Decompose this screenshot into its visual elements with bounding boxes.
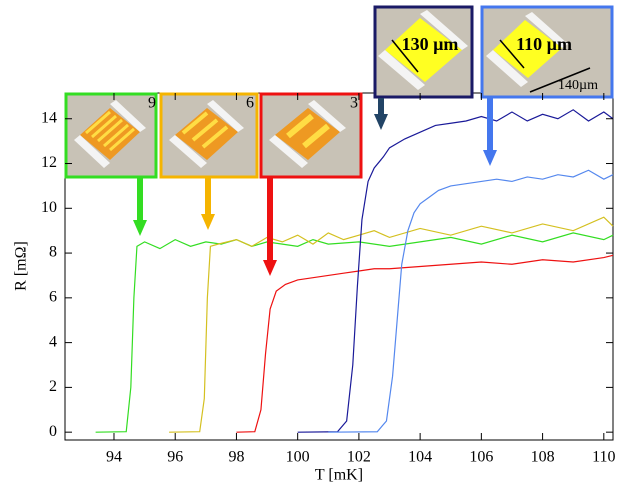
inset-label: 3 bbox=[350, 95, 358, 112]
series-line bbox=[169, 216, 614, 433]
annotation: 140µm bbox=[558, 78, 598, 93]
series-line bbox=[328, 169, 614, 433]
inset-6 bbox=[159, 92, 259, 179]
x-tick-label: 108 bbox=[531, 449, 555, 466]
y-tick-label: 0 bbox=[49, 423, 57, 440]
x-tick-label: 104 bbox=[408, 449, 432, 466]
inset-label: 6 bbox=[246, 95, 254, 112]
x-axis-label: T [mK] bbox=[315, 467, 363, 484]
arrows bbox=[133, 98, 497, 276]
x-tick-label: 96 bbox=[167, 449, 183, 466]
x-tick-label: 110 bbox=[592, 449, 615, 466]
inset-110 bbox=[480, 5, 614, 99]
y-tick-label: 12 bbox=[41, 154, 57, 171]
lines bbox=[95, 109, 614, 433]
x-tick-label: 100 bbox=[286, 449, 310, 466]
y-axis-label: R [mΩ] bbox=[13, 241, 30, 291]
y-tick-label: 8 bbox=[49, 244, 57, 261]
x-tick-label: 94 bbox=[106, 449, 122, 466]
y-tick-label: 10 bbox=[41, 199, 57, 216]
series-line bbox=[236, 254, 614, 433]
x-tick-label: 98 bbox=[228, 449, 244, 466]
x-tick-label: 102 bbox=[347, 449, 371, 466]
x-tick-label: 106 bbox=[469, 449, 493, 466]
inset-9 bbox=[64, 92, 158, 179]
inset-label: 130 µm bbox=[402, 34, 459, 54]
y-tick-label: 4 bbox=[49, 333, 57, 350]
inset-label: 110 µm bbox=[516, 34, 572, 54]
y-tick-label: 2 bbox=[49, 378, 57, 395]
series-line bbox=[297, 109, 614, 433]
y-tick-label: 6 bbox=[49, 289, 57, 306]
inset-3 bbox=[259, 92, 363, 179]
y-tick-label: 14 bbox=[41, 109, 57, 126]
series-line bbox=[95, 232, 614, 433]
inset-label: 9 bbox=[148, 95, 156, 112]
inset-130 bbox=[373, 5, 474, 99]
